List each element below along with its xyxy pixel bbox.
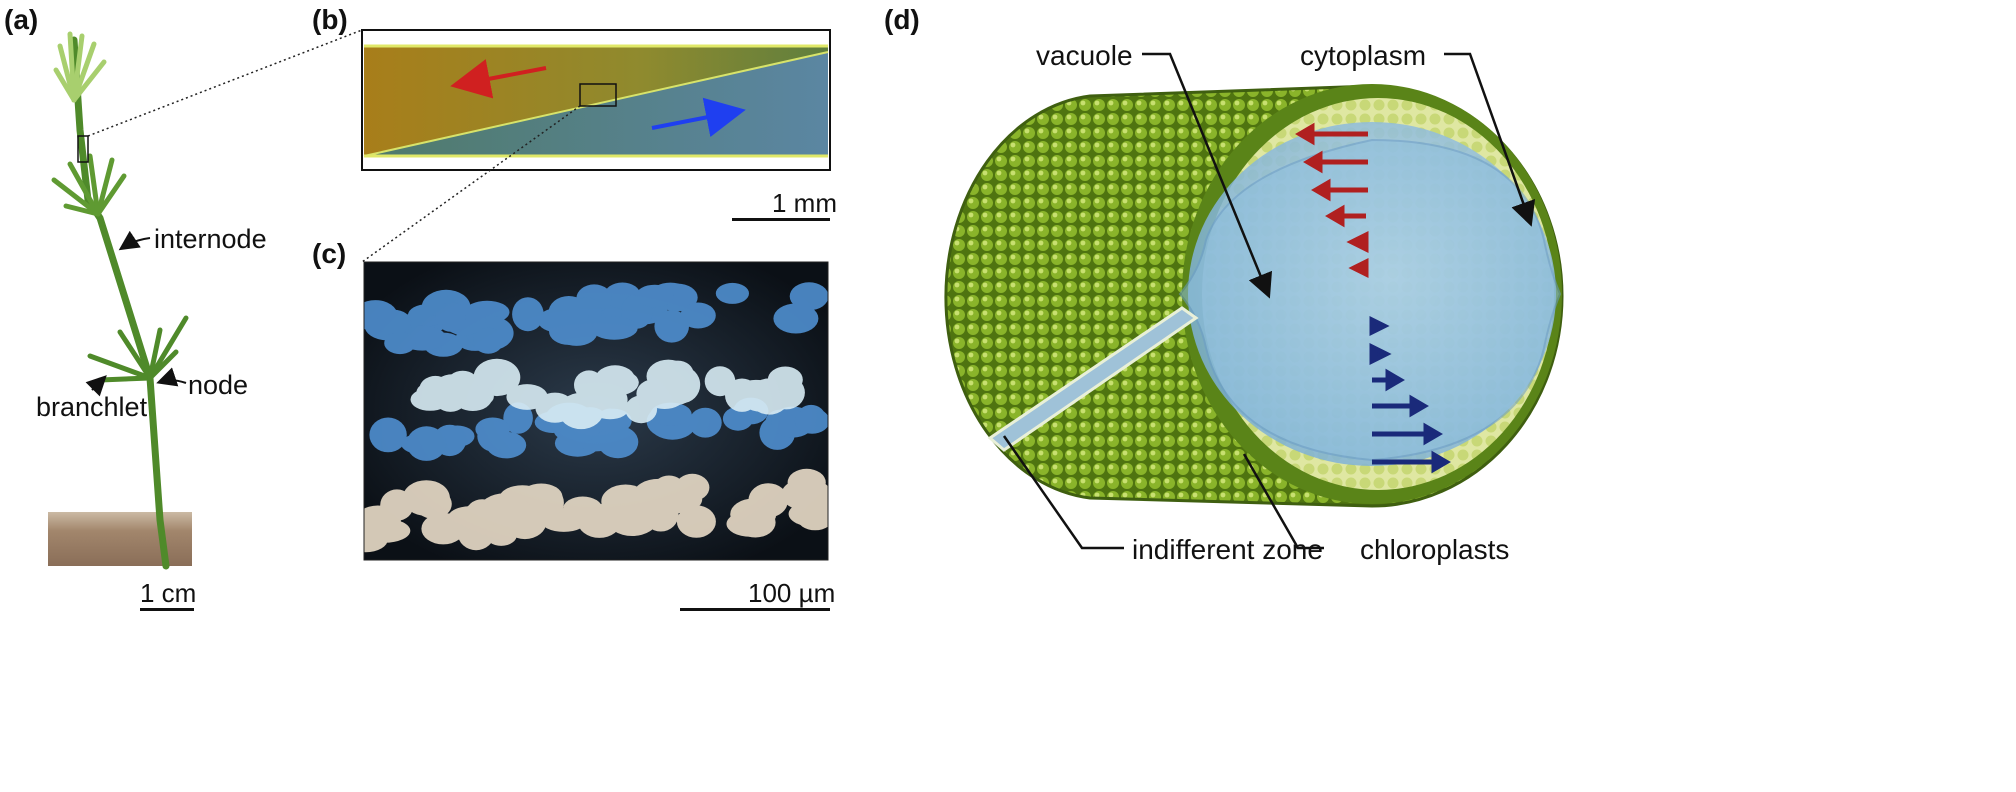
- chloroplast-blob: [406, 426, 447, 461]
- chloroplast-blob: [722, 406, 754, 431]
- node-label: node: [188, 370, 249, 400]
- indifferent-zone-label: indifferent zone: [1132, 534, 1323, 565]
- chloroplast-blob: [635, 284, 674, 308]
- chloroplast-blob: [767, 375, 805, 410]
- chloroplast-blob: [789, 282, 828, 311]
- flow-arrow-right: [651, 97, 746, 137]
- chloroplast-blob: [503, 402, 533, 434]
- chloroplast-blob: [512, 297, 544, 332]
- chloroplast-blob: [625, 395, 658, 424]
- cell-cylinder-diagram: [944, 84, 1564, 508]
- chloroplast-blob: [656, 369, 696, 406]
- chloroplast-blob: [787, 468, 826, 496]
- chloroplast-blob: [414, 489, 452, 519]
- chloroplast-blob: [735, 507, 776, 538]
- scale-bar-b: [732, 218, 830, 221]
- chloroplast-blob: [448, 384, 494, 409]
- panel-c-label: (c): [312, 238, 347, 269]
- chloroplast-blob: [369, 417, 407, 453]
- scale-bar-a-label: 1 cm: [140, 578, 197, 608]
- chloroplast-blob: [592, 377, 623, 412]
- chloroplast-blob: [797, 505, 828, 531]
- chloroplast-blob: [773, 303, 819, 334]
- chloroplast-blob: [563, 496, 603, 522]
- panel-a-label: (a): [4, 4, 39, 35]
- chloroplast-blob: [676, 505, 716, 538]
- cytoplasm-label: cytoplasm: [1300, 40, 1427, 71]
- chloroplast-blob: [473, 327, 504, 354]
- panel-d-label: (d): [884, 4, 920, 35]
- vacuole-label: vacuole: [1036, 40, 1133, 71]
- chloroplast-blob: [384, 332, 416, 355]
- scale-bar-c: [680, 608, 830, 611]
- plant-photo: [48, 31, 192, 570]
- internode-cell-image: [361, 29, 831, 171]
- chloroplast-blob: [606, 502, 658, 536]
- chloroplast-blob: [435, 302, 467, 332]
- chloroplast-blob: [477, 420, 509, 452]
- chloroplast-blob: [463, 502, 496, 527]
- soil-pot: [48, 512, 192, 566]
- chloroplast-blob: [548, 296, 590, 330]
- chloroplast-blob: [715, 282, 750, 304]
- chloroplast-blob: [380, 489, 414, 521]
- chloroplast-blob: [688, 407, 722, 438]
- chloroplast-micrograph: [364, 262, 828, 560]
- chloroplast-blob: [500, 498, 534, 531]
- chloroplast-blob: [704, 366, 736, 397]
- internode-label: internode: [154, 224, 267, 254]
- branchlet-label: branchlet: [36, 392, 148, 422]
- panel-b-label: (b): [312, 4, 348, 35]
- scale-bar-b-label: 1 mm: [772, 188, 837, 218]
- scale-bar-c-label: 100 µm: [748, 578, 836, 608]
- chloroplast-blob: [376, 309, 412, 335]
- chloroplast-blob: [535, 392, 575, 423]
- chloroplast-blob: [590, 316, 638, 340]
- flow-arrow-left: [450, 59, 547, 99]
- chloroplast-blob: [794, 408, 828, 434]
- chloroplast-blob: [680, 302, 716, 329]
- chloroplasts-label: chloroplasts: [1360, 534, 1510, 565]
- chloroplast-blob: [364, 518, 411, 543]
- scale-bar-a: [140, 608, 194, 611]
- chloroplast-blob: [654, 310, 689, 343]
